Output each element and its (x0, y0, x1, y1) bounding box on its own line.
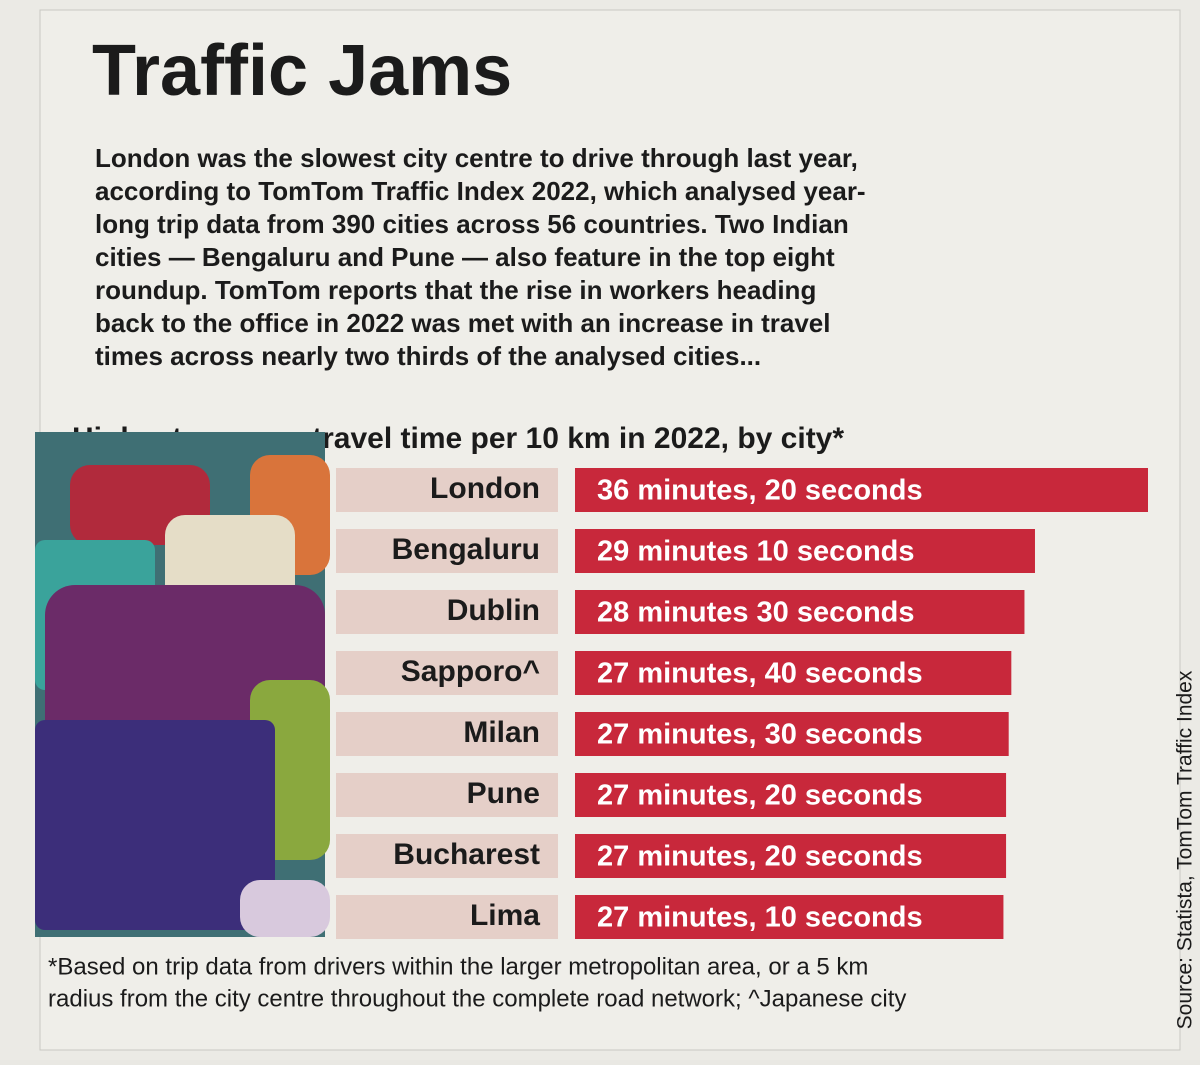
value-label: 27 minutes, 20 seconds (597, 841, 923, 873)
description-line: roundup. TomTom reports that the rise in… (95, 275, 816, 305)
description-line: back to the office in 2022 was met with … (95, 308, 831, 338)
category-label: Lima (470, 899, 540, 932)
footnote-line: *Based on trip data from drivers within … (48, 953, 868, 980)
category-label: London (430, 472, 540, 505)
bar (575, 712, 1009, 756)
category-box (336, 529, 558, 573)
category-label: Sapporo^ (401, 655, 540, 688)
car-shape (35, 720, 275, 930)
category-box (336, 834, 558, 878)
bar (575, 468, 1148, 512)
category-label: Dublin (447, 594, 540, 627)
value-label: 27 minutes, 20 seconds (597, 780, 923, 812)
category-box (336, 895, 558, 939)
title: Traffic Jams (92, 31, 512, 111)
value-label: 27 minutes, 30 seconds (597, 719, 923, 751)
bar (575, 590, 1025, 634)
illustration (35, 432, 330, 937)
description-line: according to TomTom Traffic Index 2022, … (95, 176, 866, 206)
category-label: Pune (467, 777, 540, 810)
value-label: 27 minutes, 10 seconds (597, 902, 923, 934)
footnote-line: radius from the city centre throughout t… (48, 985, 906, 1012)
category-box (336, 651, 558, 695)
category-label: Bucharest (393, 838, 540, 871)
description-line: long trip data from 390 cities across 56… (95, 209, 849, 239)
category-box (336, 712, 558, 756)
description-line: cities — Bengaluru and Pune — also featu… (95, 242, 835, 272)
bar (575, 834, 1007, 878)
source: Source: Statista, TomTom Traffic Index (1174, 670, 1197, 1029)
bar (575, 895, 1004, 939)
car-shape (240, 880, 330, 937)
description-line: times across nearly two thirds of the an… (95, 341, 761, 371)
category-label: Milan (463, 716, 540, 749)
value-label: 36 minutes, 20 seconds (597, 475, 923, 507)
category-box (336, 773, 558, 817)
value-label: 29 minutes 10 seconds (597, 536, 915, 568)
bar (575, 773, 1007, 817)
bar (575, 651, 1012, 695)
bar (575, 529, 1035, 573)
category-box (336, 468, 558, 512)
category-label: Bengaluru (392, 533, 540, 566)
value-label: 27 minutes, 40 seconds (597, 658, 923, 690)
value-label: 28 minutes 30 seconds (597, 597, 915, 629)
category-box (336, 590, 558, 634)
description-line: London was the slowest city centre to dr… (95, 143, 858, 173)
